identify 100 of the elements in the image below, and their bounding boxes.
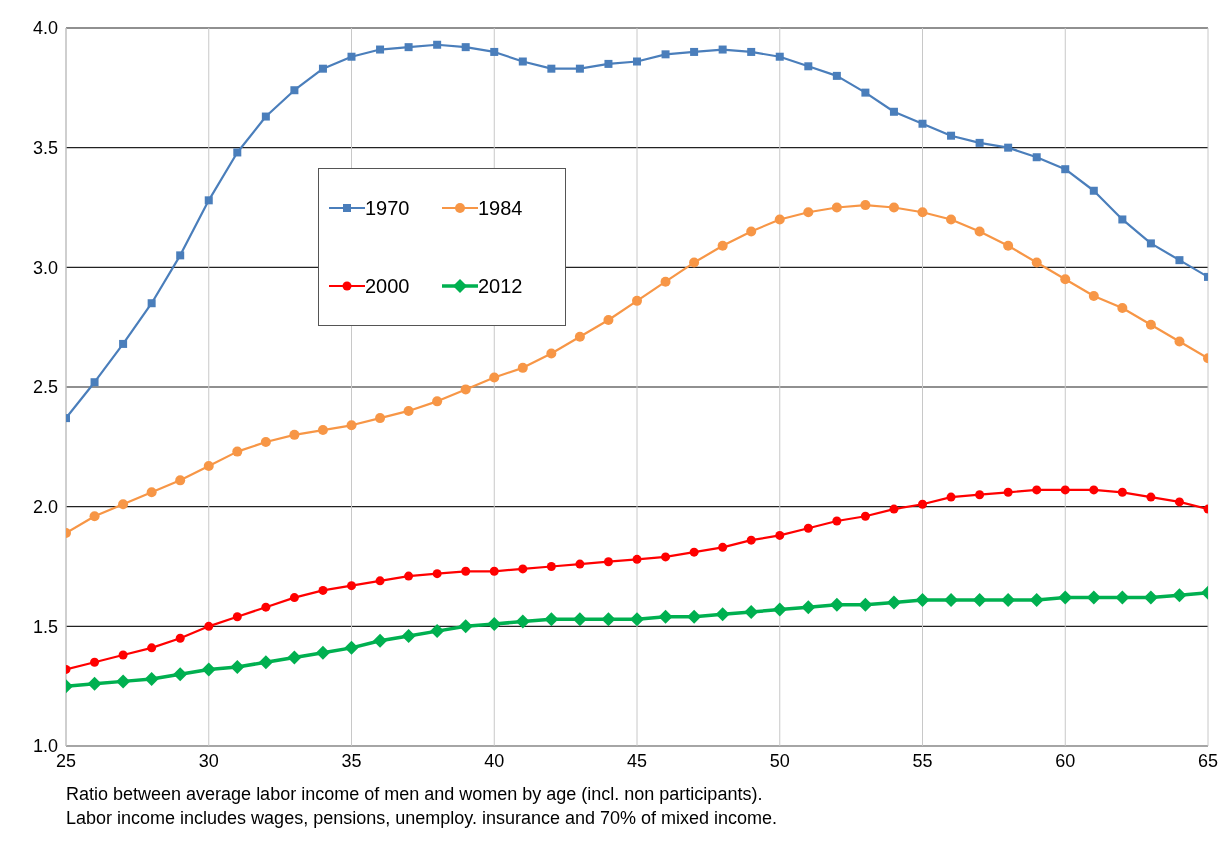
point — [461, 43, 470, 52]
point — [1089, 485, 1099, 495]
legend-label: 2000 — [365, 274, 410, 298]
y-tick-label: 1.0 — [32, 736, 58, 757]
point — [888, 202, 899, 213]
point — [832, 71, 841, 80]
x-tick-label: 40 — [484, 750, 505, 771]
point — [546, 562, 556, 571]
point — [404, 43, 413, 52]
point — [287, 650, 302, 665]
point — [90, 657, 100, 667]
point — [375, 576, 385, 586]
point — [575, 64, 584, 73]
point — [144, 671, 159, 686]
point — [574, 331, 585, 342]
point — [518, 564, 528, 574]
point — [318, 64, 327, 73]
point — [318, 585, 328, 595]
point — [774, 214, 785, 225]
point — [515, 614, 530, 629]
point — [461, 566, 471, 576]
point — [489, 566, 499, 576]
point — [175, 475, 186, 486]
point — [487, 616, 502, 631]
point — [1032, 153, 1041, 162]
point — [718, 45, 727, 54]
point — [603, 557, 613, 567]
point — [261, 112, 270, 121]
y-tick-label: 1.5 — [32, 616, 58, 637]
point — [944, 593, 959, 608]
point — [90, 378, 99, 387]
point — [658, 609, 673, 624]
point — [203, 460, 214, 471]
point — [204, 196, 213, 205]
point — [176, 251, 185, 260]
x-tick-label: 50 — [769, 750, 790, 771]
point — [803, 523, 813, 533]
point — [430, 624, 445, 639]
point — [775, 530, 785, 540]
point — [146, 487, 157, 498]
point — [633, 57, 641, 66]
point — [715, 607, 730, 622]
point — [744, 604, 759, 619]
point — [1029, 593, 1044, 608]
x-tick-label: 65 — [1197, 750, 1219, 771]
point — [832, 516, 842, 526]
point — [632, 554, 642, 564]
point — [232, 612, 242, 622]
point — [258, 655, 273, 670]
point — [375, 413, 386, 424]
point — [517, 362, 528, 373]
point — [603, 314, 614, 325]
point — [860, 511, 870, 521]
point — [232, 446, 243, 457]
point — [689, 547, 699, 557]
point — [1086, 590, 1101, 605]
y-tick-label: 3.0 — [32, 257, 58, 278]
point — [89, 511, 100, 522]
y-tick-label: 4.0 — [32, 18, 58, 39]
point — [630, 612, 644, 627]
point — [347, 581, 356, 591]
point — [1058, 590, 1073, 605]
point — [1172, 588, 1187, 603]
point — [861, 88, 870, 97]
point — [746, 226, 757, 237]
y-tick-label: 3.5 — [32, 138, 58, 159]
legend-label: 1984 — [478, 196, 523, 220]
x-tick-label: 60 — [1055, 750, 1076, 771]
point — [260, 437, 271, 448]
point — [886, 595, 901, 610]
point — [1146, 239, 1155, 248]
point — [1003, 487, 1013, 497]
point — [1117, 303, 1128, 314]
point — [1061, 165, 1070, 174]
point — [575, 559, 585, 569]
point — [690, 47, 699, 56]
point — [947, 131, 956, 140]
point — [661, 552, 671, 562]
point — [831, 202, 842, 213]
point — [1060, 274, 1071, 285]
point — [775, 52, 784, 61]
point — [1174, 336, 1185, 347]
point — [1145, 319, 1156, 330]
point — [432, 569, 442, 579]
point — [147, 643, 157, 653]
point — [689, 257, 700, 268]
x-tick-label: 30 — [198, 750, 219, 771]
point — [1175, 256, 1184, 265]
point — [829, 597, 844, 612]
point — [1117, 487, 1127, 497]
point — [601, 612, 616, 627]
x-tick-label: 25 — [55, 750, 77, 771]
point — [604, 59, 613, 68]
point — [1004, 143, 1013, 152]
point — [804, 62, 813, 71]
legend-label: 2012 — [478, 274, 523, 298]
point — [803, 207, 814, 218]
point — [801, 600, 816, 615]
point — [1003, 240, 1014, 251]
point — [946, 492, 956, 502]
